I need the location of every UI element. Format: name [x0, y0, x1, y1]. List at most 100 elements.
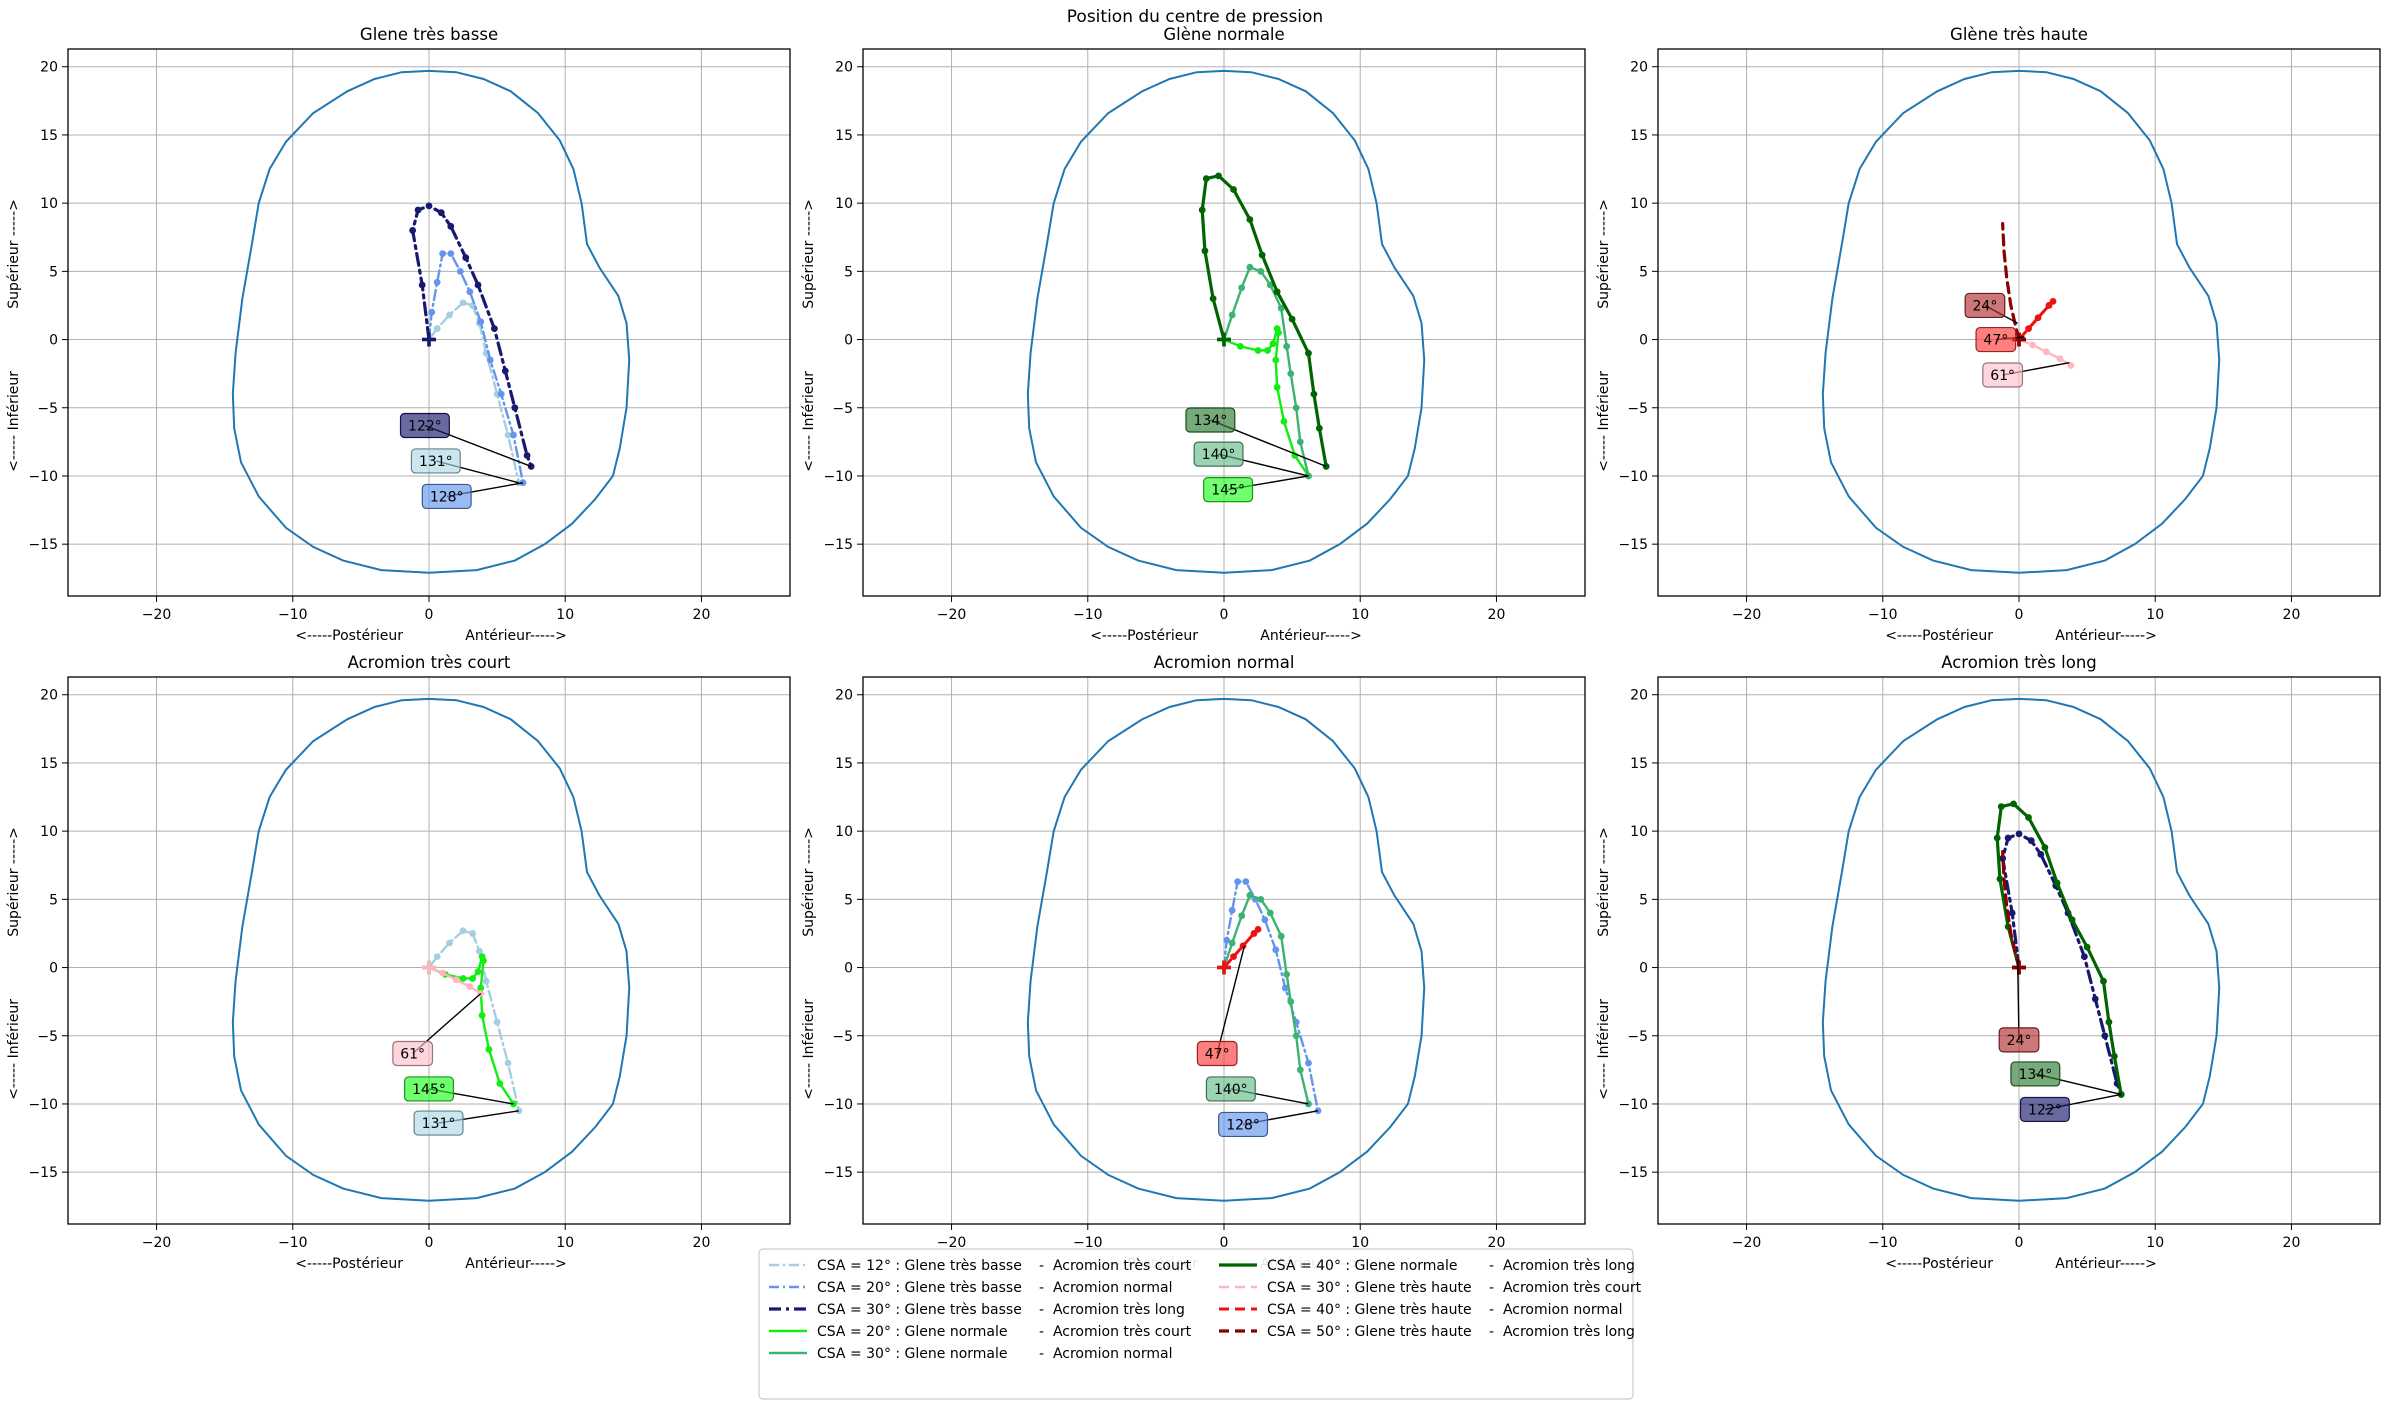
data-point: [1258, 251, 1266, 259]
data-point: [1254, 347, 1262, 354]
data-point: [1238, 284, 1246, 292]
data-point: [433, 325, 441, 333]
plot-area: [231, 69, 631, 574]
annotation-box: [1998, 1027, 2040, 1053]
annotation-label: 134°: [2018, 1067, 2052, 1083]
subplot-title: Acromion normal: [1154, 653, 1295, 672]
data-point: [2041, 844, 2049, 851]
legend-suffix: - Acromion normal: [1489, 1302, 1622, 1318]
annotation-box: [399, 412, 450, 439]
data-point: [1997, 803, 2005, 810]
data-point: [2068, 916, 2076, 924]
data-point: [1281, 984, 1289, 992]
legend-entry: CSA = 30° : Glene très haute - Acromion t…: [1219, 1280, 1642, 1296]
series-line-csa50_haute_long: [2001, 850, 2021, 970]
data-point: [2027, 837, 2035, 845]
x-tick-label: −20: [937, 1235, 967, 1251]
data-point: [1283, 342, 1291, 350]
x-tick-label: 20: [693, 607, 711, 623]
x-tick-label: 0: [1220, 607, 1229, 623]
y-axis-label: <----- Inférieur Supérieur ----->: [6, 827, 22, 1100]
legend-suffix: - Acromion très court: [1489, 1280, 1642, 1296]
y-tick-label: 0: [49, 961, 58, 977]
data-point: [437, 209, 445, 217]
series-line-csa30_basse_long: [411, 204, 533, 469]
y-tick-label: 15: [1630, 128, 1648, 144]
legend-entry: CSA = 30° : Glene très basse - Acromion t…: [769, 1302, 1185, 1318]
data-point: [1246, 263, 1254, 271]
plot-area: [1026, 69, 1426, 574]
legend-label: CSA = 20° : Glene normale: [817, 1324, 1008, 1340]
angle-annotation: 24°: [1998, 959, 2040, 1053]
data-point: [504, 431, 512, 439]
x-tick-label: −20: [1732, 1235, 1762, 1251]
legend-label: CSA = 40° : Glene très haute: [1267, 1302, 1472, 1318]
data-point: [1272, 946, 1280, 954]
angle-annotation: 140°: [1193, 441, 1309, 477]
x-tick-label: −10: [278, 607, 308, 623]
data-point: [477, 984, 485, 992]
y-tick-label: −10: [28, 1097, 58, 1113]
data-point: [1257, 267, 1265, 275]
data-point: [474, 968, 482, 976]
data-point: [1230, 186, 1237, 193]
x-axis-label: <-----Postérieur Antérieur----->: [295, 1256, 567, 1272]
data-point: [1269, 340, 1277, 348]
glenoid-outline: [231, 697, 631, 1202]
data-point: [2008, 909, 2016, 917]
data-point: [459, 927, 467, 935]
y-tick-label: −5: [832, 401, 853, 417]
annotation-leader: [2016, 959, 2020, 1040]
data-point: [485, 1045, 493, 1053]
data-point: [1228, 311, 1236, 319]
subplot-5: 47° 140° 128° −20 −10 0 10 20 −15 −10 −5 0 5 10 15 20 Ac…: [801, 653, 1586, 1272]
start-marker: [1217, 960, 1231, 975]
data-point: [1288, 315, 1296, 323]
data-point: [511, 404, 519, 412]
subplot-grid: 122° 131° 128° −20 −10 0 10 20 −15 −10 −5 0 5 10 15 20 G…: [6, 25, 2381, 1272]
glenoid-outline: [1026, 697, 1426, 1202]
data-point: [1246, 891, 1254, 899]
y-tick-label: −15: [28, 1165, 58, 1181]
y-tick-label: −15: [1618, 1165, 1648, 1181]
angle-annotation: 134°: [1185, 407, 1327, 468]
data-point: [501, 367, 509, 375]
data-point: [1275, 329, 1282, 337]
y-axis-label: <----- Inférieur Supérieur ----->: [801, 199, 817, 472]
data-point: [2110, 1052, 2118, 1060]
subplot-2: 134° 140° 145° −20 −10 0 10 20 −15 −10 −5 0 5 10 15 20 G…: [801, 25, 1586, 644]
y-tick-label: 5: [49, 264, 58, 280]
plot-area: [1821, 69, 2221, 574]
data-point: [2049, 297, 2057, 305]
legend-entry: CSA = 20° : Glene normale - Acromion très…: [769, 1324, 1192, 1340]
data-point: [2053, 879, 2061, 887]
data-point: [462, 254, 470, 262]
data-point: [497, 390, 505, 398]
y-tick-label: −5: [37, 1029, 58, 1045]
legend-entry: CSA = 40° : Glene très haute - Acromion n…: [1219, 1302, 1622, 1318]
glenoid-outline: [1821, 69, 2221, 574]
x-tick-label: 0: [425, 1235, 434, 1251]
series-line-csa50_haute_long: [2001, 222, 2021, 342]
y-tick-label: 5: [49, 892, 58, 908]
y-tick-label: 15: [835, 756, 853, 772]
annotation-box: [392, 1040, 434, 1067]
y-tick-label: 15: [40, 756, 58, 772]
x-tick-label: 10: [2146, 1235, 2164, 1251]
x-tick-label: 0: [425, 607, 434, 623]
data-point: [469, 930, 476, 937]
annotation-label: 145°: [412, 1082, 446, 1098]
angle-annotation: 140°: [1205, 1076, 1309, 1105]
legend: CSA = 12° : Glene très basse - Acromion t…: [758, 1248, 1642, 1400]
x-tick-label: −10: [1073, 607, 1103, 623]
data-point: [1234, 878, 1242, 886]
angle-annotation: 134°: [2010, 1061, 2122, 1096]
annotation-label: 47°: [1205, 1046, 1230, 1062]
data-point: [1223, 936, 1231, 944]
data-point: [1305, 349, 1312, 357]
y-tick-label: 15: [1630, 756, 1648, 772]
annotation-box: [1964, 292, 2006, 319]
series-line-csa30_normale_normal: [1222, 266, 1310, 478]
subplot-title: Glène très haute: [1950, 25, 2088, 44]
annotation-box: [404, 1076, 455, 1102]
